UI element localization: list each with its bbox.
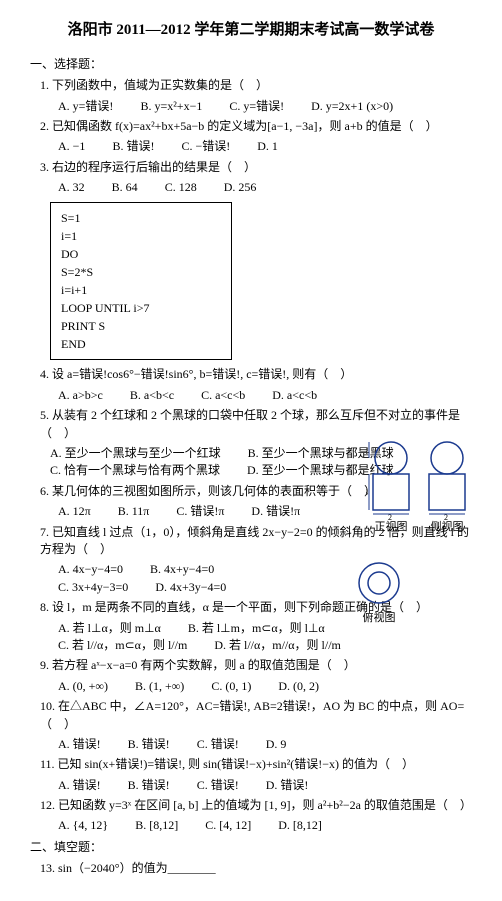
q8: 8. 设 l，m 是两条不同的直线，α 是一个平面，则下列命题正确的是（ ） (30, 599, 472, 616)
q6-c: C. 错误!π (176, 503, 224, 520)
q2: 2. 已知偶函数 f(x)=ax²+bx+5a−b 的定义域为[a−1, −3a… (30, 118, 472, 135)
q11: 11. 已知 sin(x+错误!)=错误!, 则 sin(错误!−x)+sin²… (30, 756, 472, 773)
svg-text:2: 2 (444, 513, 448, 520)
svg-text:2: 2 (366, 447, 368, 456)
side-view: 2 侧视图 (422, 440, 472, 536)
code-box: S=1 i=1 DO S=2*S i=i+1 LOOP UNTIL i>7 PR… (50, 202, 232, 360)
q2-d: D. 1 (257, 138, 278, 155)
q12-a: A. {4, 12} (58, 817, 108, 834)
q4: 4. 设 a=错误!cos6°−错误!sin6°, b=错误!, c=错误!, … (30, 366, 472, 383)
q1-b: B. y=x²+x−1 (140, 98, 202, 115)
q2-options: A. −1 B. 错误! C. −错误! D. 1 (30, 138, 472, 155)
top-view: 俯视图 (356, 560, 402, 627)
q9-d: D. (0, 2) (278, 678, 319, 695)
code-line: DO (61, 245, 221, 263)
q7-options: A. 4x−y−4=0 B. 4x+y−4=0 C. 3x+4y−3=0 D. … (30, 561, 472, 596)
q3: 3. 右边的程序运行后输出的结果是（ ） (30, 159, 472, 176)
q1-d: D. y=2x+1 (x>0) (311, 98, 393, 115)
code-line: S=2*S (61, 263, 221, 281)
page-title: 洛阳市 2011—2012 学年第二学期期末考试高一数学试卷 (30, 20, 472, 42)
q9-options: A. (0, +∞) B. (1, +∞) C. (0, 1) D. (0, 2… (30, 678, 472, 695)
q9-a: A. (0, +∞) (58, 678, 108, 695)
q8-b: B. 若 l⊥m，m⊂α，则 l⊥α (188, 620, 325, 637)
q5-c: C. 恰有一个黑球与恰有两个黑球 (50, 462, 220, 479)
q4-options: A. a>b>c B. a<b<c C. a<c<b D. a<c<b (30, 387, 472, 404)
q11-b: B. 错误! (128, 777, 170, 794)
section-2-heading: 二、填空题： (30, 839, 472, 856)
q8-c: C. 若 l//α，m⊂α，则 l//m (58, 637, 187, 654)
side-view-label: 侧视图 (422, 520, 472, 536)
q4-b: B. a<b<c (130, 387, 174, 404)
q8-options: A. 若 l⊥α，则 m⊥α B. 若 l⊥m，m⊂α，则 l⊥α C. 若 l… (30, 620, 472, 655)
q10-options: A. 错误! B. 错误! C. 错误! D. 9 (30, 736, 472, 753)
q2-c: C. −错误! (181, 138, 230, 155)
code-line: i=1 (61, 227, 221, 245)
q13: 13. sin（−2040°）的值为________ (30, 860, 472, 877)
q3-d: D. 256 (224, 179, 257, 196)
q7-a: A. 4x−y−4=0 (58, 561, 123, 578)
q10-d: D. 9 (266, 736, 287, 753)
q1-a: A. y=错误! (58, 98, 113, 115)
q5: 5. 从装有 2 个红球和 2 个黑球的口袋中任取 2 个球，那么互斥但不对立的… (30, 407, 472, 442)
q1: 1. 下列函数中，值域为正实数集的是（ ） (30, 77, 472, 94)
q9: 9. 若方程 aˣ−x−a=0 有两个实数解，则 a 的取值范围是（ ） (30, 657, 472, 674)
q2-b: B. 错误! (112, 138, 154, 155)
q11-a: A. 错误! (58, 777, 101, 794)
q10-c: C. 错误! (197, 736, 239, 753)
q4-a: A. a>b>c (58, 387, 103, 404)
q1-c: C. y=错误! (229, 98, 284, 115)
front-view-label: 正视图 (366, 520, 416, 536)
svg-text:2: 2 (388, 513, 392, 520)
q3-c: C. 128 (165, 179, 197, 196)
q6-d: D. 错误!π (251, 503, 300, 520)
q7-d: D. 4x+3y−4=0 (155, 579, 226, 596)
q10: 10. 在△ABC 中，∠A=120°，AC=错误!, AB=2错误!，AO 为… (30, 698, 472, 733)
code-line: S=1 (61, 209, 221, 227)
q11-c: C. 错误! (197, 777, 239, 794)
q3-options: A. 32 B. 64 C. 128 D. 256 (30, 179, 472, 196)
q4-d: D. a<c<b (272, 387, 317, 404)
three-view-diagrams: 2 3 2 正视图 2 侧视图 (366, 440, 472, 536)
q4-c: C. a<c<b (201, 387, 245, 404)
q3-b: B. 64 (112, 179, 138, 196)
q9-c: C. (0, 1) (211, 678, 251, 695)
q10-a: A. 错误! (58, 736, 101, 753)
q1-options: A. y=错误! B. y=x²+x−1 C. y=错误! D. y=2x+1 … (30, 98, 472, 115)
svg-text:3: 3 (366, 488, 368, 497)
top-view-label: 俯视图 (356, 611, 402, 627)
q11-d: D. 错误! (266, 777, 309, 794)
q12-c: C. [4, 12] (205, 817, 251, 834)
q12: 12. 已知函数 y=3ˣ 在区间 [a, b] 上的值域为 [1, 9]，则 … (30, 797, 472, 814)
q5-a: A. 至少一个黑球与至少一个红球 (50, 445, 221, 462)
q6-b: B. 11π (118, 503, 150, 520)
code-line: LOOP UNTIL i>7 (61, 299, 221, 317)
code-line: PRINT S (61, 317, 221, 335)
q8-d: D. 若 l//α，m//α，则 l//m (214, 637, 341, 654)
q8-a: A. 若 l⊥α，则 m⊥α (58, 620, 161, 637)
q7-c: C. 3x+4y−3=0 (58, 579, 128, 596)
code-line: i=i+1 (61, 281, 221, 299)
q6-a: A. 12π (58, 503, 91, 520)
section-1-heading: 一、选择题： (30, 56, 472, 73)
q7-b: B. 4x+y−4=0 (150, 561, 214, 578)
code-line: END (61, 335, 221, 353)
q12-options: A. {4, 12} B. [8,12] C. [4, 12] D. [8,12… (30, 817, 472, 834)
q9-b: B. (1, +∞) (135, 678, 184, 695)
q10-b: B. 错误! (128, 736, 170, 753)
q12-d: D. [8,12] (278, 817, 322, 834)
q11-options: A. 错误! B. 错误! C. 错误! D. 错误! (30, 777, 472, 794)
q12-b: B. [8,12] (135, 817, 178, 834)
front-view: 2 3 2 正视图 (366, 440, 416, 536)
q2-a: A. −1 (58, 138, 85, 155)
q3-a: A. 32 (58, 179, 85, 196)
